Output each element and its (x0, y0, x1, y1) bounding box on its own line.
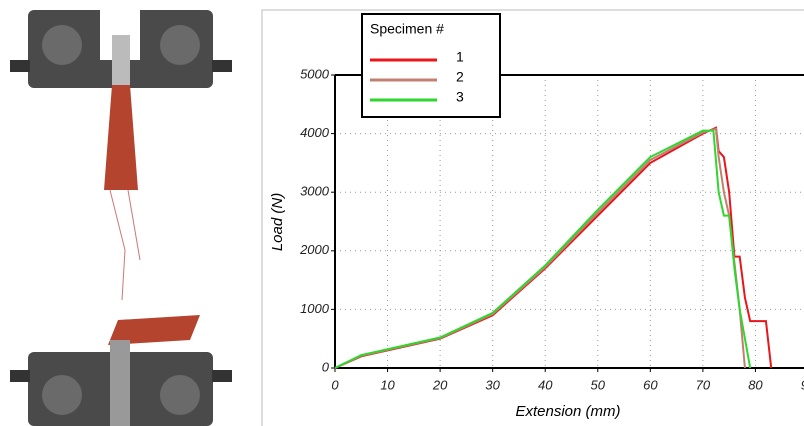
x-tick-label: 20 (432, 377, 448, 392)
x-tick-label: 60 (643, 377, 658, 392)
legend-label: 3 (456, 89, 464, 105)
y-tick-label: 3000 (300, 184, 330, 199)
x-tick-label: 10 (380, 377, 395, 392)
y-tick-label: 2000 (299, 242, 330, 257)
y-tick-label: 4000 (300, 125, 330, 140)
legend-title: Specimen # (370, 21, 444, 37)
legend-label: 2 (456, 69, 464, 85)
x-tick-label: 50 (591, 377, 606, 392)
x-tick-label: 70 (696, 377, 711, 392)
y-axis-title: Load (N) (269, 193, 286, 251)
y-tick-label: 0 (322, 359, 330, 374)
x-tick-label: 40 (538, 377, 553, 392)
chart-panel (261, 9, 804, 426)
x-tick-label: 90 (801, 377, 804, 392)
legend-label: 1 (456, 49, 464, 65)
x-tick-label: 30 (485, 377, 500, 392)
specimen-photo (10, 10, 232, 426)
x-tick-label: 80 (748, 377, 763, 392)
data-line (334, 129, 752, 369)
y-tick-label: 5000 (300, 66, 330, 81)
x-tick-label: 0 (331, 377, 339, 392)
x-axis-title: Extension (mm) (515, 403, 620, 420)
y-tick-label: 1000 (300, 301, 330, 316)
